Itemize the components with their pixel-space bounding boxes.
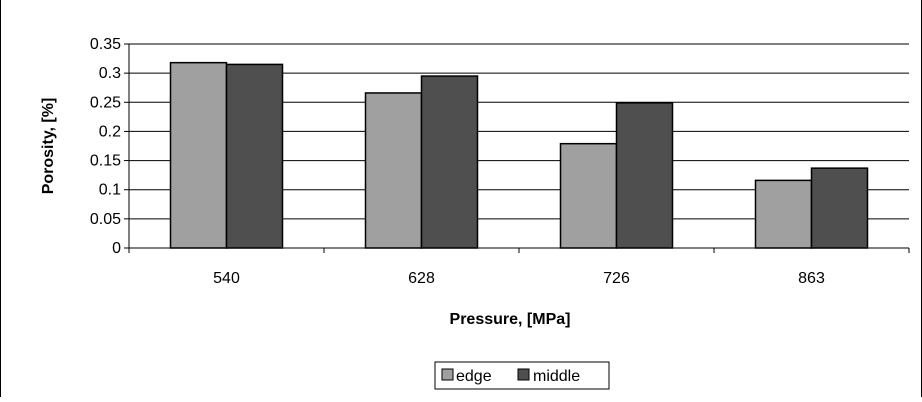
y-tick-label: 0.1 — [99, 182, 121, 199]
x-tick-label: 628 — [408, 270, 435, 287]
x-axis-title: Pressure, [MPa] — [450, 311, 571, 328]
x-tick-labels: 540 628 726 863 — [213, 270, 825, 287]
y-tick-label: 0.35 — [90, 36, 121, 53]
legend-swatch-middle — [517, 368, 530, 381]
x-tick-label: 726 — [603, 270, 630, 287]
bar-edge-863 — [754, 179, 813, 249]
legend-label-edge: edge — [456, 368, 492, 385]
bar-middle-540 — [225, 63, 284, 249]
x-tick-label: 863 — [798, 270, 825, 287]
bar-edge-726 — [559, 142, 618, 249]
bar-edge-628 — [364, 92, 423, 249]
bar-edge-540 — [169, 61, 228, 249]
y-tick-label: 0.15 — [90, 153, 121, 170]
bar-middle-726 — [615, 102, 674, 249]
y-axis-title: Porosity, [%] — [40, 98, 57, 195]
legend-swatch-edge — [441, 368, 454, 381]
y-tick-label: 0.25 — [90, 94, 121, 111]
bar-middle-863 — [810, 167, 869, 249]
y-tick-label: 0.2 — [99, 123, 121, 140]
y-tick-label: 0.05 — [90, 211, 121, 228]
legend: edge middle — [434, 361, 610, 390]
legend-label-middle: middle — [533, 368, 580, 385]
bars — [169, 61, 869, 249]
axes — [124, 43, 910, 253]
y-tick-label: 0 — [112, 240, 121, 257]
bar-middle-628 — [420, 75, 479, 249]
y-tick-label: 0.3 — [99, 65, 121, 82]
y-tick-labels: 0 0.05 0.1 0.15 0.2 0.25 0.3 0.35 — [90, 36, 121, 257]
x-tick-label: 540 — [213, 270, 240, 287]
